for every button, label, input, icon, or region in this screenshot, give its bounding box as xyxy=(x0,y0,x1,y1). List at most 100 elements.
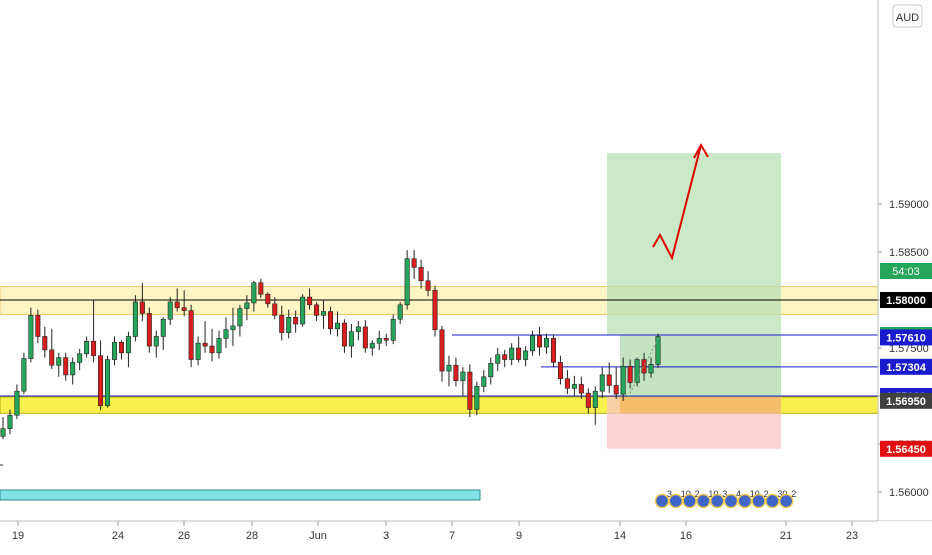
candle-body xyxy=(265,293,271,305)
candle-body xyxy=(216,338,222,354)
candle-body xyxy=(244,302,250,309)
price-tag xyxy=(880,358,932,375)
candle-body xyxy=(7,414,13,429)
candle-body xyxy=(258,282,264,295)
projection-arrow xyxy=(652,144,702,261)
candle-body xyxy=(557,362,563,380)
x-tick-label: 7 xyxy=(449,530,455,542)
event-count: 3 xyxy=(667,489,672,499)
x-tick-label: 16 xyxy=(680,530,692,542)
price-tag xyxy=(880,292,932,308)
y-tick-label: 1.58500 xyxy=(889,247,929,259)
candle-body xyxy=(195,342,201,360)
candle-body xyxy=(321,311,327,316)
candle-body xyxy=(14,390,20,416)
price-tag-label: 1.58000 xyxy=(886,295,926,307)
event-count: 2 xyxy=(764,489,769,499)
candle-body xyxy=(425,280,431,291)
event-marker xyxy=(654,493,670,509)
candle-body xyxy=(293,316,299,325)
candle-body xyxy=(105,359,111,406)
position-profit-filled xyxy=(620,335,781,397)
candle-body xyxy=(362,326,368,349)
candles-layer xyxy=(0,250,661,440)
candle-body xyxy=(495,354,501,364)
candle-body xyxy=(334,322,340,330)
candle-body xyxy=(613,385,619,395)
price-tag-label: 1.56450 xyxy=(886,444,926,456)
candle-body xyxy=(509,347,515,360)
candle-body xyxy=(585,392,591,408)
y-tick-label: 1.57500 xyxy=(889,343,929,355)
candle-body xyxy=(523,350,529,360)
candle-body xyxy=(111,341,117,360)
event-marker xyxy=(765,493,780,509)
candle-body xyxy=(530,335,536,352)
candle-body xyxy=(188,310,194,360)
candle-body xyxy=(460,371,466,381)
price-tag xyxy=(880,392,932,409)
currency-button[interactable]: AUD xyxy=(892,4,923,28)
drawings-layer: 3 10 2 10 3 4 10 2 30 2 xyxy=(0,142,796,509)
x-tick-label: 3 xyxy=(383,530,389,542)
x-tick-label: 14 xyxy=(614,530,626,542)
candle-body xyxy=(648,364,654,374)
candle-body xyxy=(488,363,494,378)
event-count: 4 xyxy=(736,489,741,499)
candle-body xyxy=(98,355,104,406)
zone-position-loss xyxy=(607,396,781,449)
event-marker xyxy=(668,493,684,509)
candle-body xyxy=(286,316,292,333)
candle-body xyxy=(348,331,354,347)
event-count: 3 xyxy=(722,489,727,499)
price-tags-layer: 1.580001.576351.576101.573041.570001.569… xyxy=(880,292,932,457)
candle-body xyxy=(223,329,229,339)
price-tag-label: 1.57610 xyxy=(886,332,926,344)
candle-body xyxy=(620,365,626,395)
x-tick-label: 26 xyxy=(178,530,190,542)
candle-body xyxy=(49,349,55,366)
candle-body xyxy=(21,358,27,392)
candle-body xyxy=(0,428,6,437)
candle-body xyxy=(327,311,333,330)
event-count: 10 xyxy=(750,489,760,499)
price-tag xyxy=(880,440,932,457)
candle-body xyxy=(91,340,97,356)
candle-body xyxy=(314,304,320,316)
candle-body xyxy=(167,301,173,320)
price-tag-label: 1.57304 xyxy=(886,362,927,374)
candle-body xyxy=(125,336,131,354)
candle-body xyxy=(279,315,285,333)
candle-body xyxy=(237,308,243,327)
candle-body xyxy=(390,318,396,341)
candle-body xyxy=(453,364,459,381)
x-tick-label: 28 xyxy=(246,530,258,542)
candle-body xyxy=(627,365,633,383)
position-loss-filled xyxy=(620,396,781,414)
currency-label: AUD xyxy=(896,12,919,24)
candle-body xyxy=(376,338,382,344)
currency-button-frame xyxy=(892,4,923,28)
event-count: 10 xyxy=(708,489,718,499)
candle-body xyxy=(446,364,452,372)
x-tick-label: 23 xyxy=(846,530,858,542)
event-marker xyxy=(696,493,711,509)
candle-body xyxy=(544,338,550,348)
event-count: 2 xyxy=(695,489,700,499)
candle-body xyxy=(404,258,410,306)
candle-body xyxy=(341,322,347,347)
x-tick-label: 21 xyxy=(780,530,792,542)
candle-body xyxy=(411,258,417,268)
range-bar xyxy=(0,489,481,501)
candle-body xyxy=(202,342,208,347)
countdown-label: 54:03 xyxy=(892,266,920,278)
candle-body xyxy=(564,378,570,389)
candle-body xyxy=(474,386,480,410)
candle-body xyxy=(42,336,48,351)
candle-body xyxy=(397,304,403,320)
candle-body xyxy=(592,390,598,408)
candle-body xyxy=(118,341,124,354)
